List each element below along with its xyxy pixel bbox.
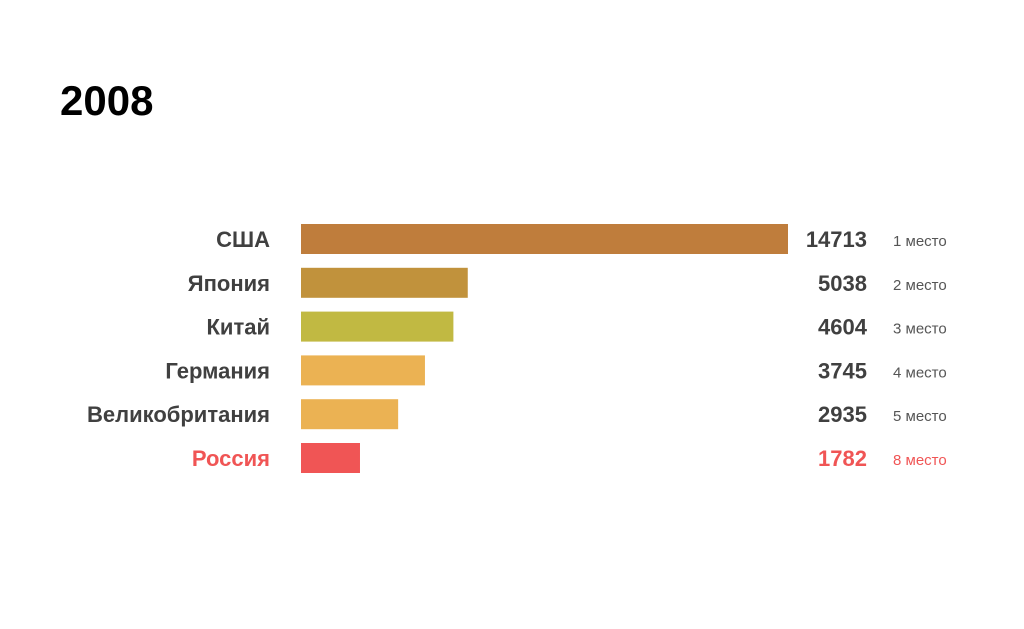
- category-label: США: [216, 227, 270, 252]
- bar-row: Великобритания 2935 5 место: [87, 399, 947, 430]
- category-label: Россия: [192, 446, 270, 471]
- rank-label: 3 место: [893, 321, 947, 338]
- bar: [301, 355, 425, 386]
- rank-label: 2 место: [893, 277, 947, 294]
- value-label: 5038: [818, 271, 867, 296]
- bar-row: Китай 4604 3 место: [207, 311, 947, 342]
- value-label: 2935: [818, 402, 867, 427]
- rank-label: 4 место: [893, 364, 947, 381]
- bar: [301, 267, 468, 298]
- chart-title: 2008: [60, 77, 154, 124]
- value-label: 1782: [818, 446, 867, 471]
- bar-row: Япония 5038 2 место: [188, 267, 947, 298]
- bar: [301, 224, 788, 254]
- rank-label: 5 место: [893, 408, 947, 425]
- bar: [301, 311, 454, 342]
- bar: [301, 399, 399, 430]
- bar-row: Россия 1782 8 место: [192, 443, 947, 473]
- category-label: Япония: [188, 271, 270, 296]
- bar-row: Германия 3745 4 место: [165, 355, 947, 386]
- value-label: 14713: [806, 227, 867, 252]
- category-label: Китай: [207, 315, 271, 340]
- bar-row: США 14713 1 место: [216, 224, 947, 254]
- value-label: 4604: [818, 315, 868, 340]
- rank-label: 1 место: [893, 233, 947, 250]
- category-label: Германия: [165, 358, 270, 383]
- value-label: 3745: [818, 358, 867, 383]
- rank-label: 8 место: [893, 452, 947, 469]
- bar: [301, 443, 360, 473]
- category-label: Великобритания: [87, 402, 270, 427]
